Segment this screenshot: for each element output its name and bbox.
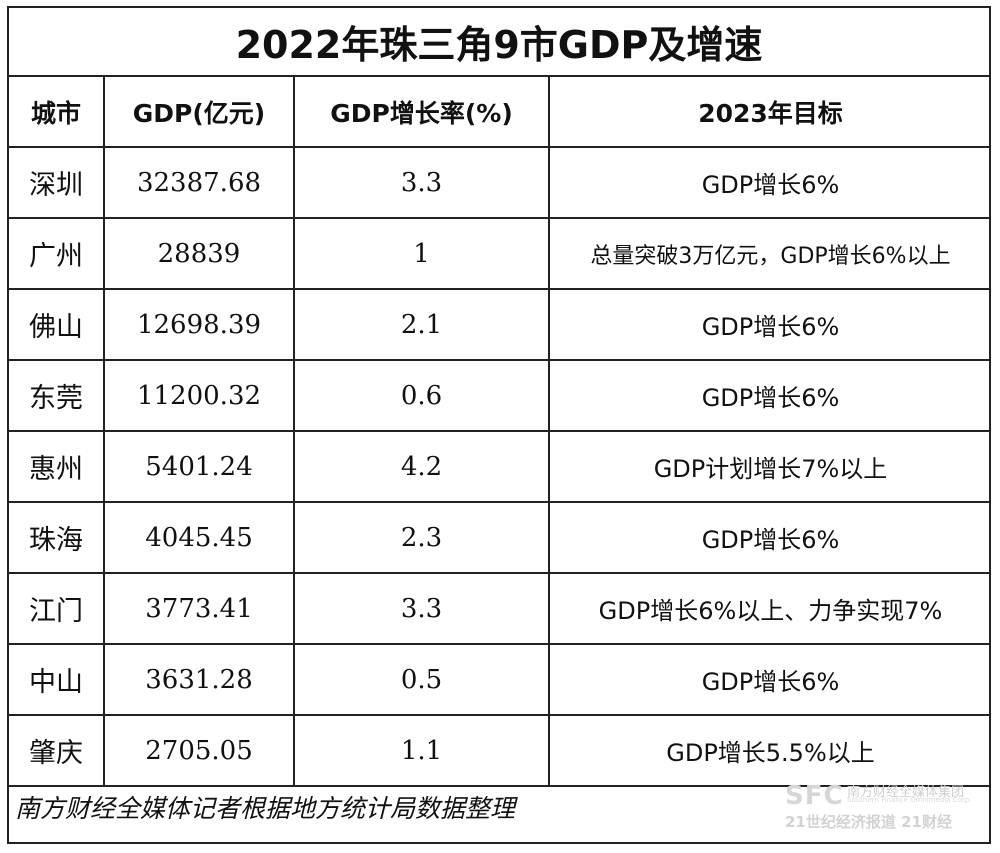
chart-title: 2022年珠三角9市GDP及增速 xyxy=(9,8,989,77)
header-row: 城市 GDP(亿元) GDP增长率(%) 2023年目标 xyxy=(9,77,991,148)
cell-growth: 4.2 xyxy=(293,430,550,503)
cell-growth: 0.6 xyxy=(293,359,550,432)
table-row: 广州 28839 1 总量突破3万亿元，GDP增长6%以上 xyxy=(9,217,991,290)
cell-target: GDP计划增长7%以上 xyxy=(548,430,991,503)
gdp-table: 城市 GDP(亿元) GDP增长率(%) 2023年目标 深圳 32387.68… xyxy=(9,77,991,787)
cell-target: GDP增长6% xyxy=(548,643,991,716)
table-row: 惠州 5401.24 4.2 GDP计划增长7%以上 xyxy=(9,430,991,503)
cell-target: GDP增长5.5%以上 xyxy=(548,714,991,787)
cell-city: 佛山 xyxy=(9,288,105,361)
cell-target: 总量突破3万亿元，GDP增长6%以上 xyxy=(548,217,991,290)
cell-gdp: 2705.05 xyxy=(103,714,295,787)
cell-gdp: 5401.24 xyxy=(103,430,295,503)
table-row: 珠海 4045.45 2.3 GDP增长6% xyxy=(9,501,991,574)
cell-city: 珠海 xyxy=(9,501,105,574)
cell-city: 广州 xyxy=(9,217,105,290)
cell-gdp: 32387.68 xyxy=(103,146,295,219)
cell-gdp: 3631.28 xyxy=(103,643,295,716)
sfc-logo-mark: SFC xyxy=(785,781,844,811)
cell-gdp: 12698.39 xyxy=(103,288,295,361)
sfc-watermark-logo: SFC 南方财经全媒体集团 Southern Finance Omnimedia… xyxy=(785,777,985,837)
cell-city: 中山 xyxy=(9,643,105,716)
cell-city: 惠州 xyxy=(9,430,105,503)
header-city: 城市 xyxy=(9,77,105,148)
cell-target: GDP增长6% xyxy=(548,359,991,432)
footer: 南方财经全媒体记者根据地方统计局数据整理 SFC 南方财经全媒体集团 South… xyxy=(9,772,989,842)
header-target: 2023年目标 xyxy=(548,77,991,148)
cell-growth: 3.3 xyxy=(293,572,550,645)
cell-target: GDP增长6% xyxy=(548,288,991,361)
table-row: 深圳 32387.68 3.3 GDP增长6% xyxy=(9,146,991,219)
cell-growth: 3.3 xyxy=(293,146,550,219)
cell-gdp: 4045.45 xyxy=(103,501,295,574)
cell-target: GDP增长6%以上、力争实现7% xyxy=(548,572,991,645)
table-frame: 2022年珠三角9市GDP及增速 城市 GDP(亿元) GDP增长率(%) 20… xyxy=(7,6,991,844)
cell-growth: 2.1 xyxy=(293,288,550,361)
source-note: 南方财经全媒体记者根据地方统计局数据整理 xyxy=(15,794,516,823)
table-row: 东莞 11200.32 0.6 GDP增长6% xyxy=(9,359,991,432)
cell-growth: 1 xyxy=(293,217,550,290)
cell-city: 深圳 xyxy=(9,146,105,219)
cell-city: 肇庆 xyxy=(9,714,105,787)
cell-gdp: 28839 xyxy=(103,217,295,290)
cell-growth: 1.1 xyxy=(293,714,550,787)
brand-names: 21世纪经济报道 21财经 xyxy=(785,813,952,831)
header-growth: GDP增长率(%) xyxy=(293,77,550,148)
table-row: 佛山 12698.39 2.1 GDP增长6% xyxy=(9,288,991,361)
cell-target: GDP增长6% xyxy=(548,501,991,574)
group-name: 南方财经全媒体集团 xyxy=(847,785,965,800)
cell-growth: 2.3 xyxy=(293,501,550,574)
cell-growth: 0.5 xyxy=(293,643,550,716)
cell-city: 东莞 xyxy=(9,359,105,432)
header-gdp: GDP(亿元) xyxy=(103,77,295,148)
cell-city: 江门 xyxy=(9,572,105,645)
cell-gdp: 11200.32 xyxy=(103,359,295,432)
cell-target: GDP增长6% xyxy=(548,146,991,219)
table-row: 江门 3773.41 3.3 GDP增长6%以上、力争实现7% xyxy=(9,572,991,645)
table-row: 中山 3631.28 0.5 GDP增长6% xyxy=(9,643,991,716)
table-row: 肇庆 2705.05 1.1 GDP增长5.5%以上 xyxy=(9,714,991,787)
cell-gdp: 3773.41 xyxy=(103,572,295,645)
group-name-en: Southern Finance Omnimedia Corp. xyxy=(847,796,972,804)
